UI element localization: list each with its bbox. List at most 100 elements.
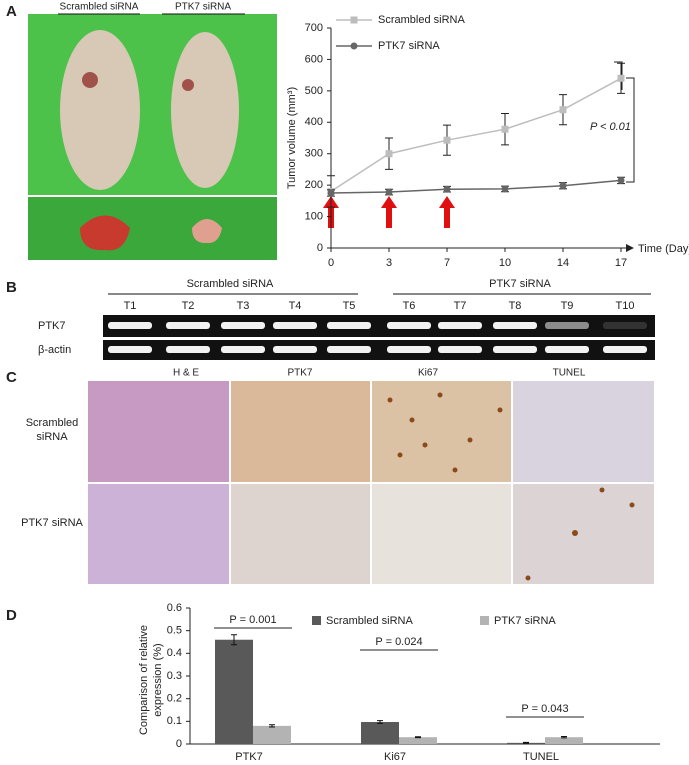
x-tick-label: PTK7 — [235, 751, 263, 763]
series-line — [330, 179, 622, 194]
x-tick-label: 17 — [615, 257, 627, 269]
y-tick-label: 0 — [317, 242, 323, 254]
gel-band — [603, 346, 647, 353]
photo-label: Scrambled siRNA — [60, 2, 139, 13]
error-bar — [415, 736, 421, 739]
ihc-column: TUNEL — [553, 368, 586, 379]
y-tick-label: 0.5 — [167, 625, 182, 637]
y-tick-label: 0.6 — [167, 602, 182, 614]
gel-band — [493, 322, 537, 329]
bar — [253, 725, 291, 744]
bar — [361, 722, 399, 744]
x-axis-arrow — [626, 244, 634, 252]
gel-band — [273, 322, 317, 329]
y-tick-label: 0 — [176, 738, 182, 750]
gel-band — [327, 322, 371, 329]
x-tick-label: 10 — [499, 257, 511, 269]
error-bar — [269, 724, 275, 728]
legend-label: PTK7 siRNA — [494, 615, 556, 627]
bar — [545, 737, 583, 744]
y-tick-label: 700 — [305, 22, 323, 34]
data-point — [385, 150, 393, 158]
y-tick-label: 0.1 — [167, 715, 182, 727]
ihc-column: Ki67 — [418, 368, 438, 379]
gel-band — [166, 346, 210, 353]
error-bar — [231, 634, 237, 646]
gel-band — [545, 322, 589, 329]
gel-group: PTK7 siRNA — [489, 278, 551, 290]
y-axis-label: Comparison of relative expression (%) — [138, 624, 164, 736]
data-point — [501, 125, 509, 133]
series-line — [330, 77, 622, 193]
gel-lane-label: T4 — [289, 300, 302, 312]
data-point — [443, 185, 451, 193]
x-tick-label: 3 — [386, 257, 392, 269]
gel-band — [221, 346, 265, 353]
mouse-photo — [28, 14, 277, 260]
data-point — [617, 74, 625, 82]
x-tick-label: TUNEL — [523, 751, 559, 763]
y-tick-label: 0.4 — [167, 647, 182, 659]
bar — [215, 639, 253, 744]
error-bar — [377, 720, 383, 724]
y-axis-label: Tumor volume (mm³) — [286, 87, 298, 189]
x-tick-label: 0 — [328, 257, 334, 269]
y-tick-label: 300 — [305, 148, 323, 160]
gel-band — [327, 346, 371, 353]
legend-swatch — [312, 616, 321, 625]
ihc-row-label: Scrambled siRNA — [25, 417, 79, 443]
gel-group: Scrambled siRNA — [187, 278, 274, 290]
treatment-arrows — [323, 196, 455, 228]
legend-label: Scrambled siRNA — [378, 14, 465, 26]
gel-lane-label: T2 — [182, 300, 195, 312]
gel-band — [438, 322, 482, 329]
panel-label: A — [6, 3, 17, 20]
y-tick-label: 100 — [305, 210, 323, 222]
gel-lane-label: T10 — [616, 300, 635, 312]
annotation: P = 0.043 — [521, 703, 568, 715]
gel-band — [438, 346, 482, 353]
gel-row-label: β-actin — [38, 344, 71, 356]
legend-swatch — [480, 616, 489, 625]
gel-band — [221, 322, 265, 329]
x-tick-label: 14 — [557, 257, 569, 269]
gel-band — [387, 322, 431, 329]
gel-band — [387, 346, 431, 353]
gel-band — [493, 346, 537, 353]
ihc-column: H & E — [173, 368, 199, 379]
gel-band — [603, 322, 647, 329]
gel-lane-label: T1 — [124, 300, 137, 312]
gel-strip — [103, 315, 655, 337]
gel-band — [108, 322, 152, 329]
gel-band — [108, 346, 152, 353]
gel-lane-label: T5 — [343, 300, 356, 312]
data-point — [617, 176, 625, 184]
x-tick-label: 7 — [444, 257, 450, 269]
photo-label: PTK7 siRNA — [175, 2, 231, 13]
error-bar — [523, 741, 529, 744]
ihc-images — [88, 381, 654, 584]
gel-band — [273, 346, 317, 353]
x-tick-label: Ki67 — [384, 751, 406, 763]
annotation: P < 0.01 — [590, 121, 631, 133]
bracket — [626, 77, 635, 183]
gel-lane-label: T8 — [509, 300, 522, 312]
gel-lane-label: T6 — [403, 300, 416, 312]
y-tick-label: 600 — [305, 53, 323, 65]
data-point — [559, 106, 567, 114]
gel-lane-label: T7 — [454, 300, 467, 312]
panel-label: D — [6, 607, 17, 624]
data-point — [559, 182, 567, 190]
gel-band — [166, 322, 210, 329]
data-point — [385, 188, 393, 196]
legend-marker — [350, 42, 358, 50]
legend-label: Scrambled siRNA — [326, 615, 413, 627]
ihc-row-label: PTK7 siRNA — [21, 517, 83, 529]
legend-marker — [350, 16, 358, 24]
gel-strip — [103, 340, 655, 360]
y-tick-label: 200 — [305, 179, 323, 191]
annotation: P = 0.001 — [229, 614, 276, 626]
annotation: P = 0.024 — [375, 636, 422, 648]
